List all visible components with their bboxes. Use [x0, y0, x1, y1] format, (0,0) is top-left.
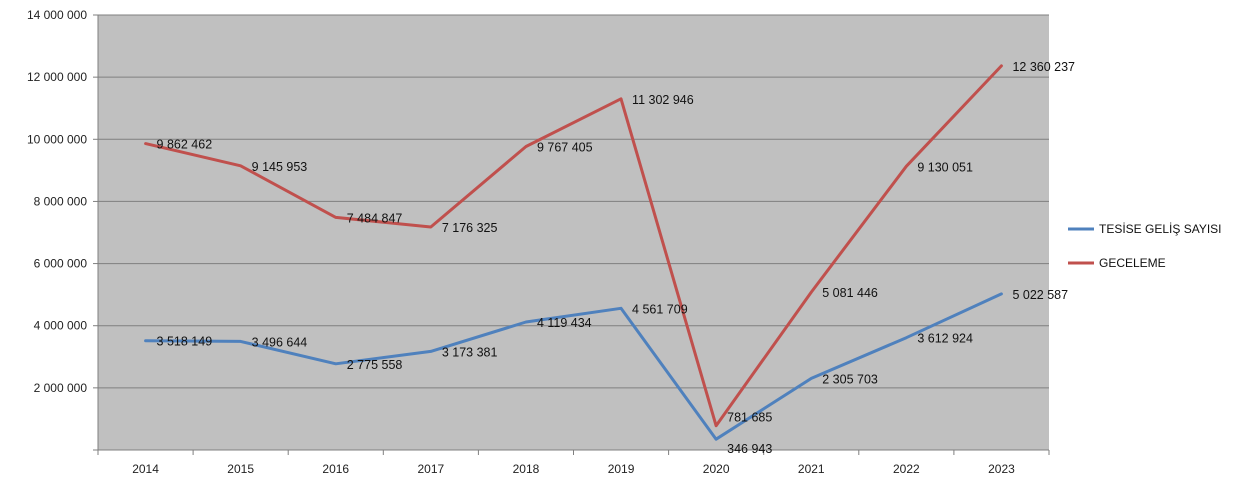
data-label-0-2019: 4 561 709: [632, 302, 688, 316]
x-tick-label-2021: 2021: [798, 462, 825, 476]
y-tick-label-1: 4 000 000: [34, 319, 88, 333]
series-lines: [144, 64, 1003, 441]
y-tick-label-3: 8 000 000: [34, 194, 88, 208]
y-axis-tick-labels: 2 000 000 4 000 000 6 000 000 8 000 000 10 0…: [27, 8, 87, 395]
data-label-0-2020: 346 943: [727, 442, 772, 456]
x-tick-label-2014: 2014: [132, 462, 159, 476]
data-label-1-2021: 5 081 446: [822, 286, 878, 300]
data-label-1-2020: 781 685: [727, 411, 772, 425]
y-tick-label-5: 12 000 000: [27, 70, 87, 84]
legend-label-0: TESİSE GELİŞ SAYISI: [1099, 222, 1222, 236]
data-label-1-2015: 9 145 953: [252, 160, 308, 174]
legend: TESİSE GELİŞ SAYISI GECELEME: [1068, 222, 1222, 270]
legend-label-1: GECELEME: [1099, 256, 1166, 270]
x-tick-label-2015: 2015: [227, 462, 254, 476]
data-labels: 3 518 149 3 496 644 2 775 558 3 173 381 4 11…: [157, 60, 1076, 456]
plot-area: [98, 15, 1049, 450]
x-tick-label-2020: 2020: [703, 462, 730, 476]
data-label-1-2022: 9 130 051: [917, 160, 973, 174]
data-label-0-2017: 3 173 381: [442, 345, 498, 359]
y-tick-label-2: 6 000 000: [34, 257, 88, 271]
data-label-0-2023: 5 022 587: [1012, 288, 1068, 302]
x-tick-label-2016: 2016: [322, 462, 349, 476]
x-axis-tick-labels: 2014 2015 2016 2017 2018 2019 2020 2021 2022 2023: [132, 462, 1015, 476]
data-label-1-2018: 9 767 405: [537, 141, 593, 155]
data-label-0-2016: 2 775 558: [347, 358, 403, 372]
data-label-0-2018: 4 119 434: [537, 316, 592, 330]
data-label-0-2014: 3 518 149: [157, 335, 213, 349]
axes: [93, 14, 1050, 455]
x-tick-label-2019: 2019: [608, 462, 635, 476]
data-label-1-2016: 7 484 847: [347, 211, 403, 225]
data-label-0-2022: 3 612 924: [917, 332, 973, 346]
x-tick-label-2018: 2018: [513, 462, 540, 476]
data-label-1-2019: 11 302 946: [632, 93, 694, 107]
gridlines: [98, 14, 1049, 389]
x-tick-label-2023: 2023: [988, 462, 1015, 476]
data-label-0-2021: 2 305 703: [822, 372, 878, 386]
data-label-0-2015: 3 496 644: [252, 335, 308, 349]
x-tick-label-2022: 2022: [893, 462, 920, 476]
series-line-0: [144, 292, 1003, 441]
data-label-1-2023: 12 360 237: [1012, 60, 1075, 74]
series-line-1: [144, 64, 1003, 428]
y-tick-label-4: 10 000 000: [27, 132, 87, 146]
y-tick-label-0: 2 000 000: [34, 381, 88, 395]
data-label-1-2017: 7 176 325: [442, 221, 498, 235]
x-tick-label-2017: 2017: [417, 462, 444, 476]
data-label-1-2014: 9 862 462: [157, 138, 213, 152]
y-tick-label-6: 14 000 000: [27, 8, 87, 22]
